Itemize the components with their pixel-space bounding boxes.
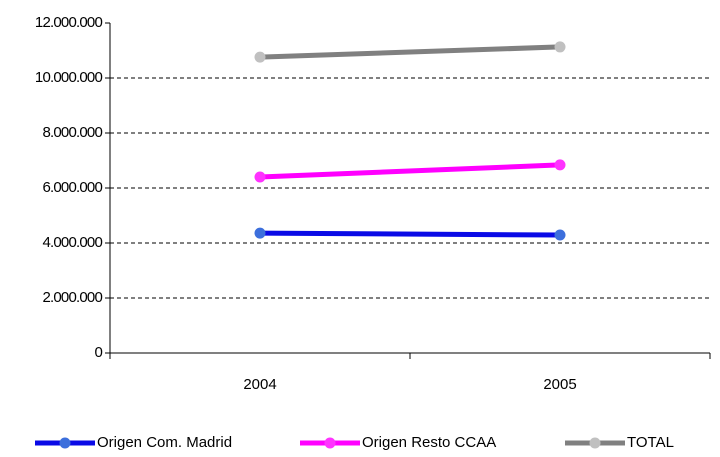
- y-tick-label: 8.000.000: [42, 124, 102, 141]
- data-point: [554, 229, 566, 241]
- y-tick-label: 6.000.000: [42, 179, 102, 196]
- legend-marker: [589, 437, 601, 449]
- series-line: [259, 44, 561, 60]
- data-point: [254, 51, 266, 63]
- legend-label: Origen Resto CCAA: [362, 434, 496, 451]
- legend-label: TOTAL: [627, 434, 674, 451]
- y-tick-label: 2.000.000: [42, 289, 102, 306]
- data-point: [254, 171, 266, 183]
- y-tick-label: 10.000.000: [35, 69, 103, 86]
- series-line: [259, 162, 561, 180]
- y-tick-label: 4.000.000: [42, 234, 102, 251]
- legend-marker: [59, 437, 71, 449]
- series-line: [259, 230, 561, 238]
- legend-label: Origen Com. Madrid: [97, 434, 232, 451]
- x-tick-label: 2004: [243, 376, 276, 393]
- x-tick-label: 2005: [543, 376, 576, 393]
- legend-marker: [324, 437, 336, 449]
- data-point: [554, 159, 566, 171]
- data-point: [554, 41, 566, 53]
- data-point: [254, 227, 266, 239]
- y-tick-label: 0: [94, 344, 102, 361]
- y-tick-label: 12.000.000: [35, 14, 103, 31]
